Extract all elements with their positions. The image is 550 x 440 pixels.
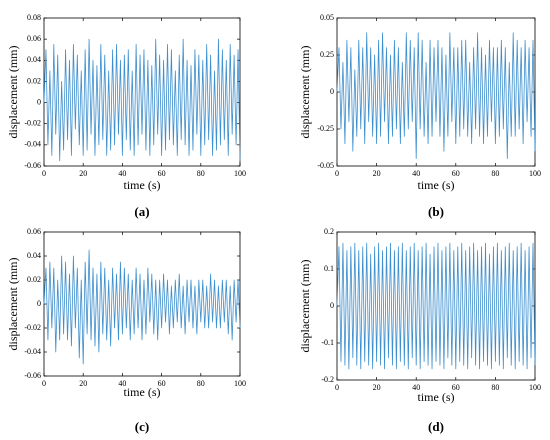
y-tick-label: -0.04 [24, 140, 41, 149]
series-line [43, 38, 241, 162]
x-tick-label: 40 [118, 379, 126, 388]
x-tick-label: 20 [373, 169, 381, 178]
y-tick-label: 0.04 [27, 55, 41, 64]
x-tick-label: 20 [79, 379, 87, 388]
y-tick-label: 0.06 [27, 227, 41, 236]
x-tick-label: 80 [197, 169, 205, 178]
y-tick-label: 0 [330, 301, 334, 310]
y-tick-label: -0.1 [321, 338, 334, 347]
y-tick-label: 0 [330, 87, 334, 96]
panel-caption: (c) [135, 419, 149, 434]
y-tick-label: 0.06 [27, 34, 41, 43]
x-axis-label: time (s) [418, 178, 455, 192]
panel-caption: (a) [134, 204, 149, 219]
x-tick-label: 80 [491, 169, 499, 178]
y-tick-label: 0.1 [324, 264, 334, 273]
y-tick-label: -0.25 [317, 124, 334, 133]
y-tick-label: -0.04 [24, 347, 41, 356]
series-line [336, 32, 536, 159]
y-tick-label: 0.02 [27, 275, 41, 284]
x-axis-label: time (s) [124, 178, 161, 192]
y-axis-label: displacement (mm) [6, 46, 20, 139]
x-tick-label: 20 [373, 383, 381, 392]
x-axis-label: time (s) [418, 390, 455, 404]
x-tick-label: 0 [42, 169, 46, 178]
x-tick-label: 0 [335, 383, 339, 392]
y-tick-label: -0.2 [321, 375, 334, 384]
x-tick-label: 20 [79, 169, 87, 178]
y-tick-label: 0.08 [27, 13, 41, 22]
x-tick-label: 80 [491, 383, 499, 392]
x-tick-label: 40 [412, 383, 420, 392]
x-tick-label: 60 [158, 169, 166, 178]
x-tick-label: 40 [412, 169, 420, 178]
panel-caption: (b) [428, 204, 444, 219]
series-line [336, 242, 536, 370]
x-tick-label: 60 [452, 169, 460, 178]
panel-caption: (d) [428, 419, 444, 434]
y-tick-label: 0.2 [324, 227, 334, 236]
y-tick-label: -0.02 [24, 119, 41, 128]
y-tick-label: -0.06 [24, 371, 41, 380]
x-tick-label: 100 [234, 379, 246, 388]
y-axis-label: displacement (mm) [6, 258, 20, 351]
x-tick-label: 0 [42, 379, 46, 388]
x-tick-label: 100 [529, 169, 541, 178]
x-tick-label: 40 [118, 169, 126, 178]
x-tick-label: 60 [452, 383, 460, 392]
x-axis-label: time (s) [124, 385, 161, 399]
x-tick-label: 0 [335, 169, 339, 178]
y-tick-label: 0.05 [320, 13, 334, 22]
series-line [43, 249, 241, 365]
plot-frame [43, 17, 241, 167]
y-tick-label: 0.25 [320, 50, 334, 59]
plot-frame [43, 231, 241, 377]
y-tick-label: -0.02 [24, 323, 41, 332]
y-axis-label: displacement (mm) [298, 260, 312, 353]
y-tick-label: 0.02 [27, 76, 41, 85]
x-tick-label: 100 [234, 169, 246, 178]
y-tick-label: 0 [37, 97, 41, 106]
x-tick-label: 60 [158, 379, 166, 388]
y-tick-label: 0.04 [27, 251, 41, 260]
y-tick-label: 0 [37, 299, 41, 308]
x-tick-label: 80 [197, 379, 205, 388]
x-tick-label: 100 [529, 383, 541, 392]
y-tick-label: -0.05 [317, 161, 334, 170]
y-tick-label: -0.06 [24, 161, 41, 170]
y-axis-label: displacement (mm) [298, 46, 312, 139]
